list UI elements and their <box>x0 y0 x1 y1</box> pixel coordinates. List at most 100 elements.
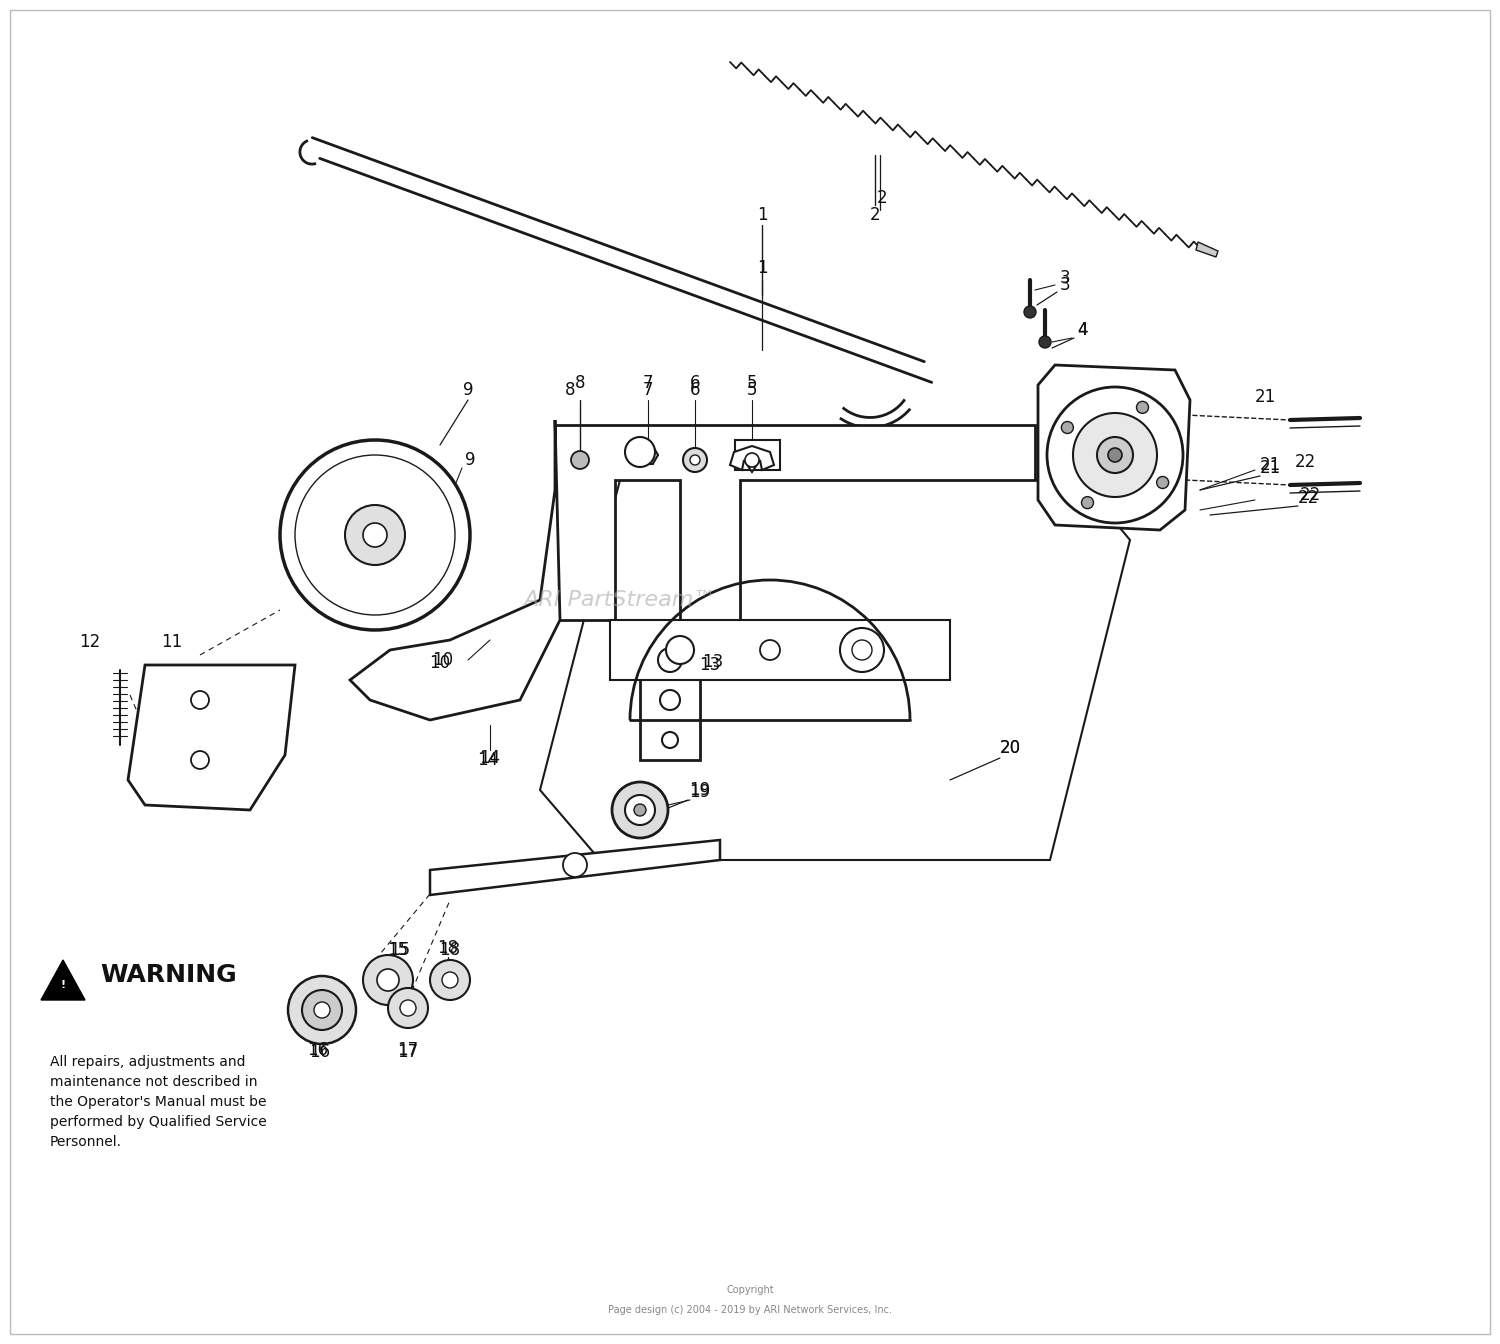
Circle shape <box>572 452 590 469</box>
Circle shape <box>852 640 871 660</box>
Circle shape <box>1082 497 1094 508</box>
Circle shape <box>626 437 656 466</box>
Text: 17: 17 <box>398 1043 418 1060</box>
Text: 4: 4 <box>1077 321 1088 339</box>
Text: 4: 4 <box>1077 321 1088 339</box>
Text: 16: 16 <box>309 1043 330 1060</box>
Text: 6: 6 <box>690 374 700 392</box>
Circle shape <box>626 796 656 825</box>
Text: 2: 2 <box>870 206 880 224</box>
Circle shape <box>1040 336 1052 348</box>
Text: WARNING: WARNING <box>100 964 237 986</box>
Text: 18: 18 <box>440 941 460 960</box>
Circle shape <box>562 853 586 878</box>
Text: 17: 17 <box>398 1042 418 1059</box>
Text: !: ! <box>60 980 66 991</box>
Text: 19: 19 <box>690 781 711 798</box>
Polygon shape <box>40 960 86 1000</box>
Text: 5: 5 <box>747 380 758 399</box>
Text: 22: 22 <box>1298 489 1318 507</box>
Polygon shape <box>555 425 1035 620</box>
Text: 8: 8 <box>574 374 585 392</box>
Text: 1: 1 <box>756 259 768 277</box>
Text: 13: 13 <box>699 656 720 673</box>
Circle shape <box>746 453 759 466</box>
Text: 10: 10 <box>432 650 453 669</box>
Polygon shape <box>1196 242 1218 257</box>
Polygon shape <box>735 439 780 470</box>
Text: 5: 5 <box>747 374 758 392</box>
Text: 3: 3 <box>1059 276 1071 294</box>
Text: 13: 13 <box>702 653 723 671</box>
Circle shape <box>363 523 387 547</box>
Circle shape <box>658 648 682 672</box>
Text: 22: 22 <box>1299 487 1320 504</box>
Text: Page design (c) 2004 - 2019 by ARI Network Services, Inc.: Page design (c) 2004 - 2019 by ARI Netwo… <box>608 1305 892 1314</box>
Text: ARI PartStream™: ARI PartStream™ <box>524 590 717 610</box>
Text: 8: 8 <box>564 380 576 399</box>
Circle shape <box>1156 477 1168 488</box>
Circle shape <box>314 1003 330 1017</box>
Circle shape <box>1072 413 1156 497</box>
Text: 18: 18 <box>438 939 459 957</box>
Circle shape <box>660 689 680 710</box>
Polygon shape <box>430 840 720 895</box>
Text: 7: 7 <box>642 380 654 399</box>
Circle shape <box>190 751 208 769</box>
Text: All repairs, adjustments and
maintenance not described in
the Operator's Manual : All repairs, adjustments and maintenance… <box>50 1055 267 1149</box>
Circle shape <box>296 456 454 616</box>
Circle shape <box>1137 402 1149 414</box>
Text: 16: 16 <box>308 1042 328 1059</box>
Circle shape <box>388 988 427 1028</box>
Polygon shape <box>540 480 1130 860</box>
Text: 14: 14 <box>480 749 501 767</box>
Circle shape <box>430 960 470 1000</box>
Circle shape <box>190 691 208 710</box>
Polygon shape <box>350 419 560 720</box>
Text: 15: 15 <box>387 941 408 960</box>
Text: 7: 7 <box>642 374 654 392</box>
Text: 20: 20 <box>999 739 1020 757</box>
Circle shape <box>760 640 780 660</box>
Circle shape <box>345 505 405 564</box>
Circle shape <box>1024 306 1036 319</box>
Text: 9: 9 <box>465 452 476 469</box>
Circle shape <box>1096 437 1132 473</box>
Polygon shape <box>640 620 700 759</box>
Polygon shape <box>1038 366 1190 530</box>
Circle shape <box>634 804 646 816</box>
Circle shape <box>302 991 342 1030</box>
Polygon shape <box>730 446 774 472</box>
Text: 3: 3 <box>1059 269 1071 288</box>
Text: Copyright: Copyright <box>726 1285 774 1296</box>
Text: 1: 1 <box>756 206 768 224</box>
Circle shape <box>1062 422 1074 434</box>
Circle shape <box>1047 387 1184 523</box>
Text: 2: 2 <box>876 190 888 207</box>
Text: 6: 6 <box>690 380 700 399</box>
Circle shape <box>400 1000 416 1016</box>
Text: 10: 10 <box>429 655 450 672</box>
Circle shape <box>280 439 470 630</box>
Text: 20: 20 <box>999 739 1020 757</box>
Circle shape <box>442 972 458 988</box>
Circle shape <box>1108 448 1122 462</box>
Text: 21: 21 <box>1254 388 1275 406</box>
Circle shape <box>690 456 700 465</box>
Text: 12: 12 <box>80 633 100 650</box>
Circle shape <box>612 782 668 839</box>
Circle shape <box>363 956 413 1005</box>
Circle shape <box>376 969 399 991</box>
Circle shape <box>662 732 678 749</box>
Circle shape <box>682 448 706 472</box>
Polygon shape <box>128 665 296 810</box>
Circle shape <box>666 636 694 664</box>
Text: 21: 21 <box>1260 460 1281 477</box>
Text: 19: 19 <box>690 784 711 801</box>
Text: 14: 14 <box>477 751 498 769</box>
Text: 11: 11 <box>162 633 183 650</box>
Text: 15: 15 <box>390 941 411 960</box>
Circle shape <box>288 976 356 1044</box>
Polygon shape <box>610 620 950 680</box>
Text: 22: 22 <box>1294 453 1316 470</box>
